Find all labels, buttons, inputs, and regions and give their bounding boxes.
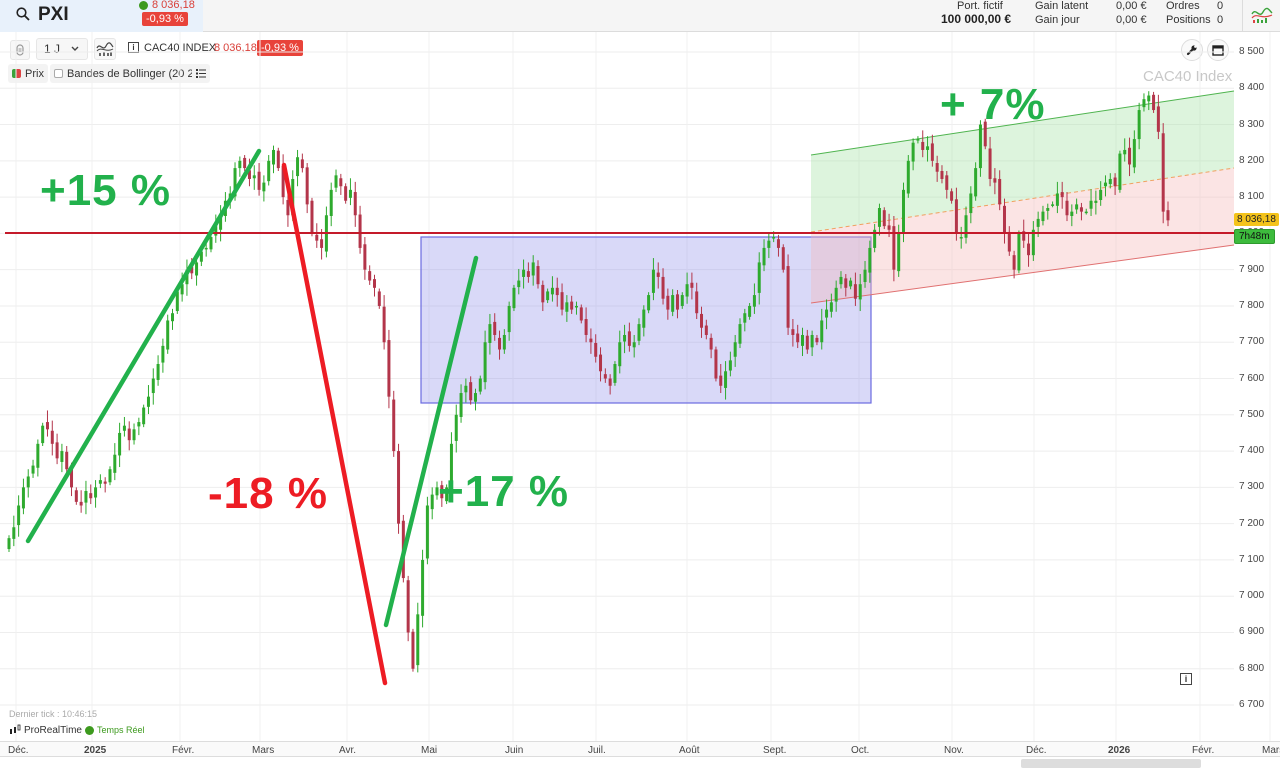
y-tick-label: 8 100: [1239, 191, 1265, 203]
last-tick-time: Dernier tick : 10:46:15: [9, 709, 98, 719]
legend-bollinger-label: Bandes de Bollinger (20 2): [67, 67, 198, 80]
portfolio-value: 100 000,00 €: [941, 12, 1012, 26]
symbol-name[interactable]: PXI: [38, 4, 69, 25]
annotation-minus-18: -18 %: [208, 469, 328, 518]
time-scrollbar[interactable]: [1021, 759, 1201, 768]
chevron-down-icon: [71, 46, 79, 51]
y-tick-label: 8 200: [1239, 154, 1265, 166]
maximize-button[interactable]: [1207, 39, 1229, 61]
countdown-tag: 7h48m: [1234, 229, 1275, 244]
drag-handle[interactable]: [10, 40, 30, 60]
symbol-search[interactable]: PXI 8 036,18 -0,93 %: [0, 0, 203, 32]
range-box[interactable]: [420, 236, 872, 404]
uptrend-line-1[interactable]: [25, 148, 262, 544]
x-tick-label: Déc.: [8, 745, 29, 756]
x-tick-label: Févr.: [172, 745, 195, 756]
y-tick-label: 7 200: [1239, 517, 1265, 529]
gain-jour-value: 0,00 €: [1116, 14, 1147, 26]
channel-upper-zone: [811, 91, 1234, 232]
chart-info-icon[interactable]: i: [1180, 673, 1192, 685]
y-tick-label: 6 700: [1239, 699, 1265, 711]
annotation-plus-17: +17 %: [438, 467, 569, 516]
quote-price: 8 036,18: [152, 0, 195, 11]
annotation-plus-15: +15 %: [40, 166, 171, 215]
chart-watermark: CAC40 Index: [1143, 68, 1233, 85]
legend-list-button[interactable]: [192, 64, 210, 83]
period-select[interactable]: 1 J: [36, 38, 88, 60]
x-tick-label: Mars: [252, 745, 275, 756]
channel-top-line[interactable]: [810, 90, 1235, 156]
realtime-label: Temps Réel: [96, 725, 145, 735]
x-tick-label: Juin: [505, 745, 524, 756]
grip-icon: [16, 44, 24, 56]
legend-price-label: Prix: [25, 67, 44, 80]
chart-type-button[interactable]: [94, 38, 116, 60]
downtrend-line[interactable]: [281, 162, 388, 686]
y-tick-label: 7 800: [1239, 299, 1265, 311]
ordres-value: 0: [1217, 0, 1224, 12]
gain-jour-label: Gain jour: [1035, 14, 1080, 26]
y-tick-label: 7 700: [1239, 336, 1265, 348]
x-tick-label: Nov.: [944, 745, 964, 756]
candles-logo-icon: [10, 724, 21, 734]
uptrend-line-2[interactable]: [383, 255, 479, 628]
x-tick-label: Sept.: [763, 745, 787, 756]
list-icon: [196, 69, 206, 78]
x-tick-label: Avr.: [339, 745, 357, 756]
gain-latent-label: Gain latent: [1035, 0, 1089, 12]
y-tick-label: 7 000: [1239, 590, 1265, 602]
last-price-tag: 8 036,18: [1234, 213, 1279, 226]
live-status-dot: [139, 1, 148, 10]
x-tick-label: Août: [679, 745, 700, 756]
y-tick-label: 7 100: [1239, 553, 1265, 565]
gain-latent-value: 0,00 €: [1116, 0, 1147, 12]
annotation-plus-7: + 7%: [940, 80, 1046, 129]
y-tick-label: 8 400: [1239, 82, 1265, 94]
candlesticks: [7, 91, 1170, 673]
positions-label[interactable]: Positions: [1166, 14, 1211, 26]
prorealtime-brand: ProRealTime Temps Réel: [9, 724, 145, 736]
chart-grid: [0, 32, 1271, 741]
legend-bollinger[interactable]: Bandes de Bollinger (20 2): [50, 64, 202, 83]
x-tick-label: Oct.: [851, 745, 870, 756]
bollinger-checkbox[interactable]: [54, 69, 63, 78]
time-axis[interactable]: [0, 741, 1280, 757]
ordres-label[interactable]: Ordres: [1166, 0, 1200, 12]
y-tick-label: 7 400: [1239, 445, 1265, 457]
y-tick-label: 8 500: [1239, 46, 1265, 57]
quote-change-badge: -0,93 %: [142, 12, 188, 26]
realtime-dot: [84, 725, 94, 735]
x-tick-label: 2025: [84, 745, 107, 756]
positions-value: 0: [1217, 14, 1224, 26]
x-tick-label: Juil.: [588, 745, 606, 756]
x-tick-label: 2026: [1108, 745, 1131, 756]
x-tick-label: Févr.: [1192, 745, 1215, 756]
y-tick-label: 7 300: [1239, 481, 1265, 493]
search-icon[interactable]: [16, 7, 30, 21]
x-tick-label: Déc.: [1026, 745, 1047, 756]
x-tick-label: Mai: [421, 745, 438, 756]
portfolio-label: Port. fictif: [957, 0, 1003, 12]
channel-mid-line[interactable]: [810, 167, 1235, 233]
chart-style-icon: [96, 42, 114, 56]
top-bar: PXI 8 036,18 -0,93 % Port. fictif 100 00…: [0, 0, 1280, 32]
window-icon: [1212, 44, 1224, 56]
y-tick-label: 8 300: [1239, 118, 1265, 130]
x-tick-label: Mars: [1262, 745, 1280, 756]
topbar-divider: [1242, 0, 1243, 32]
channel-bottom-line[interactable]: [810, 244, 1235, 304]
y-tick-label: 7 500: [1239, 408, 1265, 420]
brand-name: ProRealTime: [24, 724, 82, 736]
instrument-price: 8 036,18: [214, 42, 257, 54]
y-tick-label: 6 900: [1239, 626, 1265, 638]
y-tick-label: 7 600: [1239, 372, 1265, 384]
y-tick-label: 6 800: [1239, 662, 1265, 674]
y-tick-label: 7 900: [1239, 263, 1265, 275]
indicators-icon[interactable]: [1251, 6, 1273, 24]
